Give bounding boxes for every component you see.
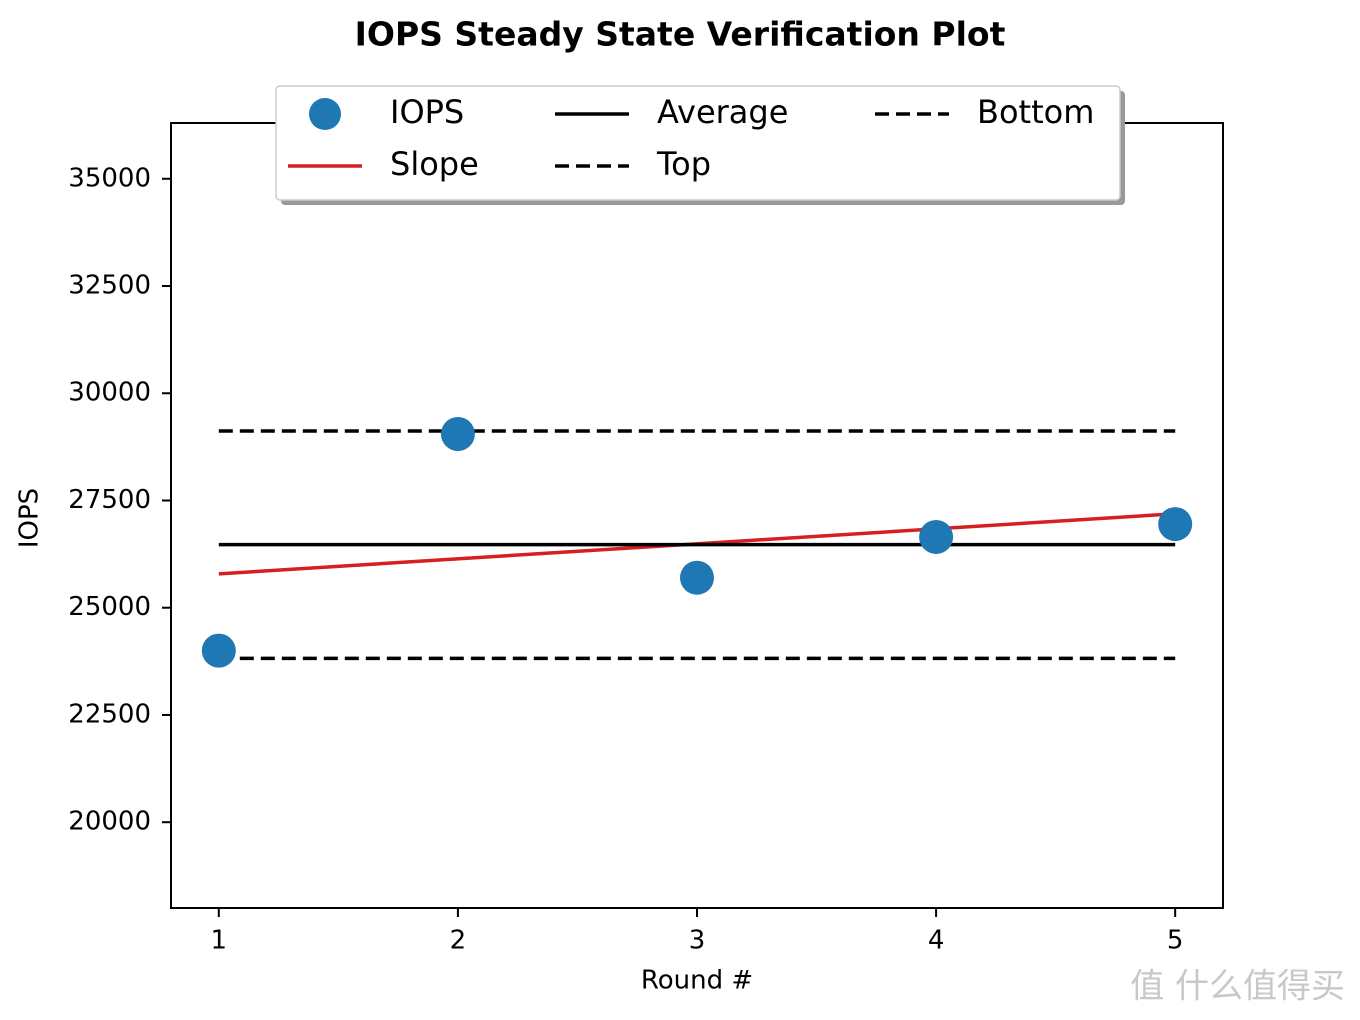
x-axis-label: Round # (641, 966, 753, 996)
legend-label: Bottom (977, 93, 1094, 131)
legend-label: Average (657, 93, 788, 131)
y-tick-label: 27500 (68, 485, 151, 515)
x-tick-label: 3 (689, 926, 706, 956)
data-point (440, 416, 475, 451)
y-tick-label: 35000 (68, 163, 151, 193)
data-point (680, 560, 714, 595)
watermark: 值 什么值得买 (1130, 967, 1345, 1007)
y-tick-label: 32500 (68, 271, 151, 301)
legend-label: IOPS (390, 93, 464, 131)
legend: IOPS Slope Average Top Bottom (275, 85, 1125, 205)
x-tick-label: 2 (450, 926, 467, 956)
y-tick-label: 25000 (68, 592, 151, 622)
x-tick-label: 4 (928, 926, 945, 956)
data-point (201, 633, 236, 668)
legend-marker (309, 98, 341, 130)
legend-label: Top (656, 145, 711, 183)
y-tick-label: 22500 (68, 699, 151, 729)
chart-title: IOPS Steady State Verification Plot (355, 15, 1006, 54)
y-axis-label: IOPS (15, 488, 45, 548)
plot-frame (170, 122, 1224, 909)
x-tick-label: 5 (1167, 926, 1184, 956)
data-point (1158, 507, 1193, 542)
y-tick-label: 30000 (68, 378, 151, 408)
x-tick-label: 1 (211, 926, 228, 956)
data-point (919, 519, 954, 554)
y-tick-label: 20000 (68, 807, 151, 837)
legend-label: Slope (390, 145, 479, 183)
